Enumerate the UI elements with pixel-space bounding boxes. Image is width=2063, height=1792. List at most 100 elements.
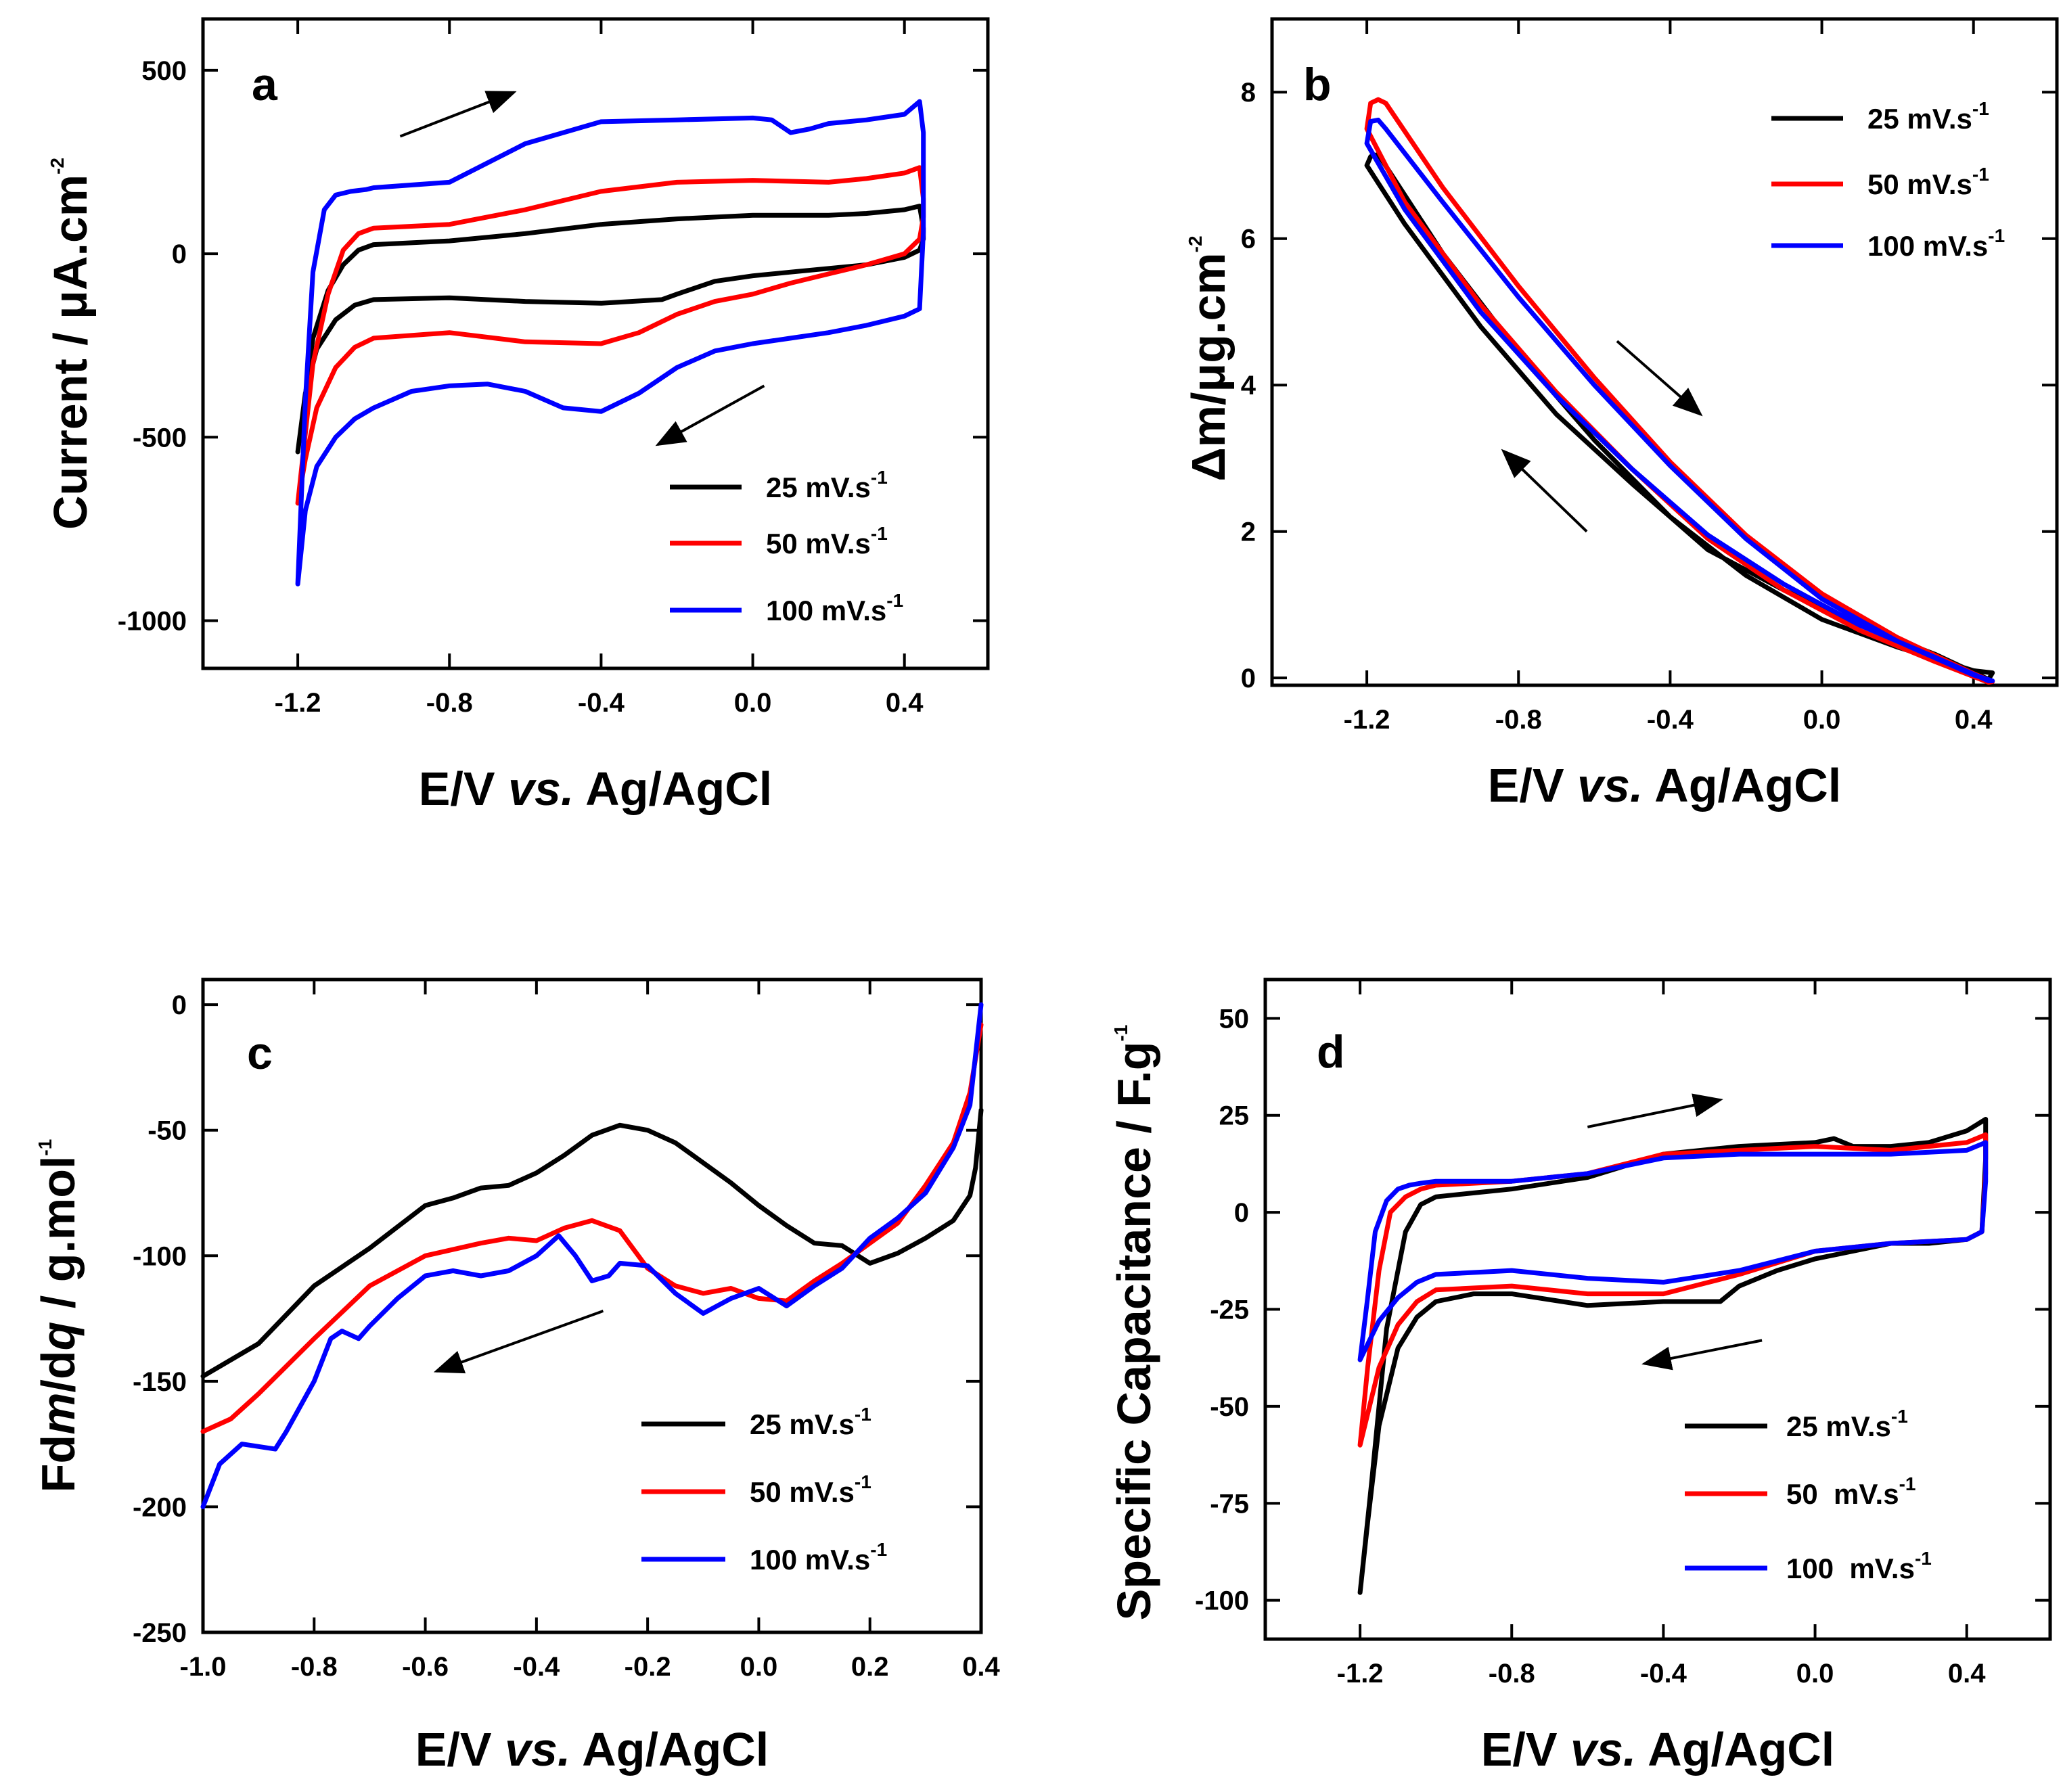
plot-frame-a — [201, 17, 990, 670]
arrows-group-b — [1501, 340, 1703, 533]
x-tick-label-c-6: 0.2 — [851, 1652, 889, 1682]
panel-label-c: c — [247, 1028, 273, 1079]
x-tick-label-d-0: -1.2 — [1337, 1659, 1384, 1688]
y-axis-title-d: Specific Capacitance / F.g-1 — [1108, 1025, 1160, 1621]
panel-label-b: b — [1303, 59, 1332, 110]
legend-label-c-0: 25 mV.s-1 — [750, 1404, 871, 1440]
ticks-a: -1.2 -0.8 -0.4 0.0 0.4 500 0 -500 -1000 — [118, 19, 988, 718]
ticks-d: -1.2 -0.8 -0.4 0.0 0.4 50 25 0 -25 -50 -75 -100 — [1195, 980, 2050, 1688]
y-axis-title-b: Δm/μg.cm-2 — [1182, 235, 1235, 481]
y-tick-label-c-0: 0 — [172, 990, 187, 1020]
series-group-b — [1364, 97, 1995, 685]
direction-arrow-c-0 — [433, 1310, 604, 1374]
series-a-0 — [295, 204, 926, 455]
y-tick-label-b-3: 6 — [1241, 225, 1256, 254]
legend-label-c-2: 100 mV.s-1 — [750, 1539, 887, 1576]
series-d-2 — [1357, 1140, 1989, 1362]
series-d-1 — [1357, 1132, 1989, 1448]
x-tick-label-d-3: 0.0 — [1796, 1659, 1834, 1688]
y-tick-label-d-4: -50 — [1210, 1392, 1249, 1422]
x-axis-title-b: E/V vs. Ag/AgCl — [1488, 759, 1842, 812]
series-d-0 — [1357, 1117, 1989, 1595]
x-tick-label-d-4: 0.4 — [1948, 1659, 1986, 1688]
panel-c: -1.0 -0.8 -0.6 -0.4 -0.2 0.0 0.2 0.4 0 -50 -100 -15… — [32, 978, 1001, 1776]
ticks-c: -1.0 -0.8 -0.6 -0.4 -0.2 0.0 0.2 0.4 0 -50 -100 -15… — [133, 980, 1001, 1682]
x-tick-label-a-0: -1.2 — [275, 688, 321, 718]
series-group-c — [200, 1002, 984, 1509]
panel-d: -1.2 -0.8 -0.4 0.0 0.4 50 25 0 -25 -50 -75 -100 d E… — [1108, 978, 2052, 1776]
panel-label-d: d — [1317, 1026, 1345, 1078]
y-tick-label-b-4: 8 — [1241, 78, 1256, 108]
x-tick-label-c-3: -0.4 — [513, 1652, 560, 1682]
direction-arrow-d-1 — [1641, 1339, 1763, 1371]
x-tick-label-c-0: -1.0 — [180, 1652, 227, 1682]
y-tick-label-a-1: 0 — [172, 239, 187, 269]
series-c-0 — [200, 1107, 984, 1379]
arrows-group-d — [1587, 1093, 1763, 1371]
y-tick-label-a-0: 500 — [141, 56, 187, 86]
legend-label-b-1: 50 mV.s-1 — [1867, 164, 1989, 200]
series-a-1 — [295, 165, 926, 506]
x-tick-label-c-7: 0.4 — [962, 1652, 1000, 1682]
y-tick-label-d-2: 0 — [1234, 1198, 1249, 1228]
plot-frame-d — [1263, 978, 2052, 1641]
legend-label-a-0: 25 mV.s-1 — [766, 467, 888, 503]
arrows-group-a — [399, 91, 765, 446]
x-tick-label-c-5: 0.0 — [740, 1652, 778, 1682]
x-tick-label-a-4: 0.4 — [886, 688, 924, 718]
panel-a: -1.2 -0.8 -0.4 0.0 0.4 500 0 -500 -1000 a E/V vs… — [44, 17, 990, 815]
x-tick-label-a-3: 0.0 — [734, 688, 772, 718]
y-tick-label-c-5: -250 — [133, 1618, 187, 1648]
direction-arrow-b-1 — [1501, 449, 1588, 533]
legend-label-d-0: 25 mV.s-1 — [1786, 1406, 1908, 1442]
series-b-2 — [1364, 117, 1995, 683]
y-tick-label-b-1: 2 — [1241, 518, 1256, 547]
legend-label-b-2: 100 mV.s-1 — [1867, 225, 2005, 262]
legend-label-b-0: 25 mV.s-1 — [1867, 98, 1989, 135]
y-tick-label-c-2: -100 — [133, 1241, 187, 1271]
plot-frame-c — [201, 978, 983, 1634]
direction-arrow-d-0 — [1587, 1093, 1723, 1128]
y-tick-label-d-5: -75 — [1210, 1489, 1249, 1519]
x-axis-title-c: E/V vs. Ag/AgCl — [415, 1723, 769, 1776]
direction-arrow-a-0 — [399, 91, 517, 138]
y-tick-label-d-0: 50 — [1219, 1004, 1250, 1034]
legend-label-d-1: 50 mV.s-1 — [1786, 1473, 1916, 1510]
x-tick-label-a-1: -0.8 — [426, 688, 473, 718]
x-tick-label-d-2: -0.4 — [1640, 1659, 1687, 1688]
x-tick-label-c-1: -0.8 — [291, 1652, 338, 1682]
y-tick-label-c-3: -150 — [133, 1367, 187, 1397]
y-tick-label-a-2: -500 — [133, 423, 187, 453]
y-tick-label-c-1: -50 — [148, 1116, 187, 1146]
arrows-group-c — [433, 1310, 604, 1374]
panel-label-a: a — [252, 59, 278, 110]
plot-frame-b — [1270, 17, 2059, 687]
y-tick-label-b-0: 0 — [1241, 664, 1256, 693]
x-tick-label-b-3: 0.0 — [1803, 705, 1841, 735]
legend-label-d-2: 100 mV.s-1 — [1786, 1548, 1932, 1584]
x-tick-label-b-0: -1.2 — [1344, 705, 1390, 735]
x-tick-label-b-2: -0.4 — [1647, 705, 1694, 735]
series-group-d — [1357, 1117, 1989, 1595]
legend-b: 25 mV.s-1 50 mV.s-1 100 mV.s-1 — [1771, 98, 2005, 262]
series-a-2 — [295, 99, 926, 587]
x-tick-label-d-1: -0.8 — [1489, 1659, 1535, 1688]
panel-b: -1.2 -0.8 -0.4 0.0 0.4 0 2 4 6 8 b E/V vs. Ag/AgC… — [1182, 17, 2059, 812]
legend-label-a-1: 50 mV.s-1 — [766, 523, 888, 559]
y-tick-label-a-3: -1000 — [118, 606, 187, 636]
y-tick-label-c-4: -200 — [133, 1492, 187, 1522]
legend-c: 25 mV.s-1 50 mV.s-1 100 mV.s-1 — [641, 1404, 887, 1576]
y-tick-label-d-6: -100 — [1195, 1586, 1249, 1616]
x-tick-label-b-1: -0.8 — [1495, 705, 1542, 735]
legend-a: 25 mV.s-1 50 mV.s-1 100 mV.s-1 — [670, 467, 903, 626]
series-group-a — [295, 99, 926, 587]
x-axis-title-d: E/V vs. Ag/AgCl — [1481, 1723, 1835, 1776]
direction-arrow-a-1 — [655, 384, 765, 446]
legend-label-a-2: 100 mV.s-1 — [766, 590, 903, 626]
y-tick-label-d-3: -25 — [1210, 1295, 1249, 1325]
legend-d: 25 mV.s-1 50 mV.s-1 100 mV.s-1 — [1685, 1406, 1932, 1584]
x-tick-label-a-2: -0.4 — [578, 688, 625, 718]
y-tick-label-d-1: 25 — [1219, 1101, 1250, 1131]
legend-label-c-1: 50 mV.s-1 — [750, 1471, 871, 1508]
